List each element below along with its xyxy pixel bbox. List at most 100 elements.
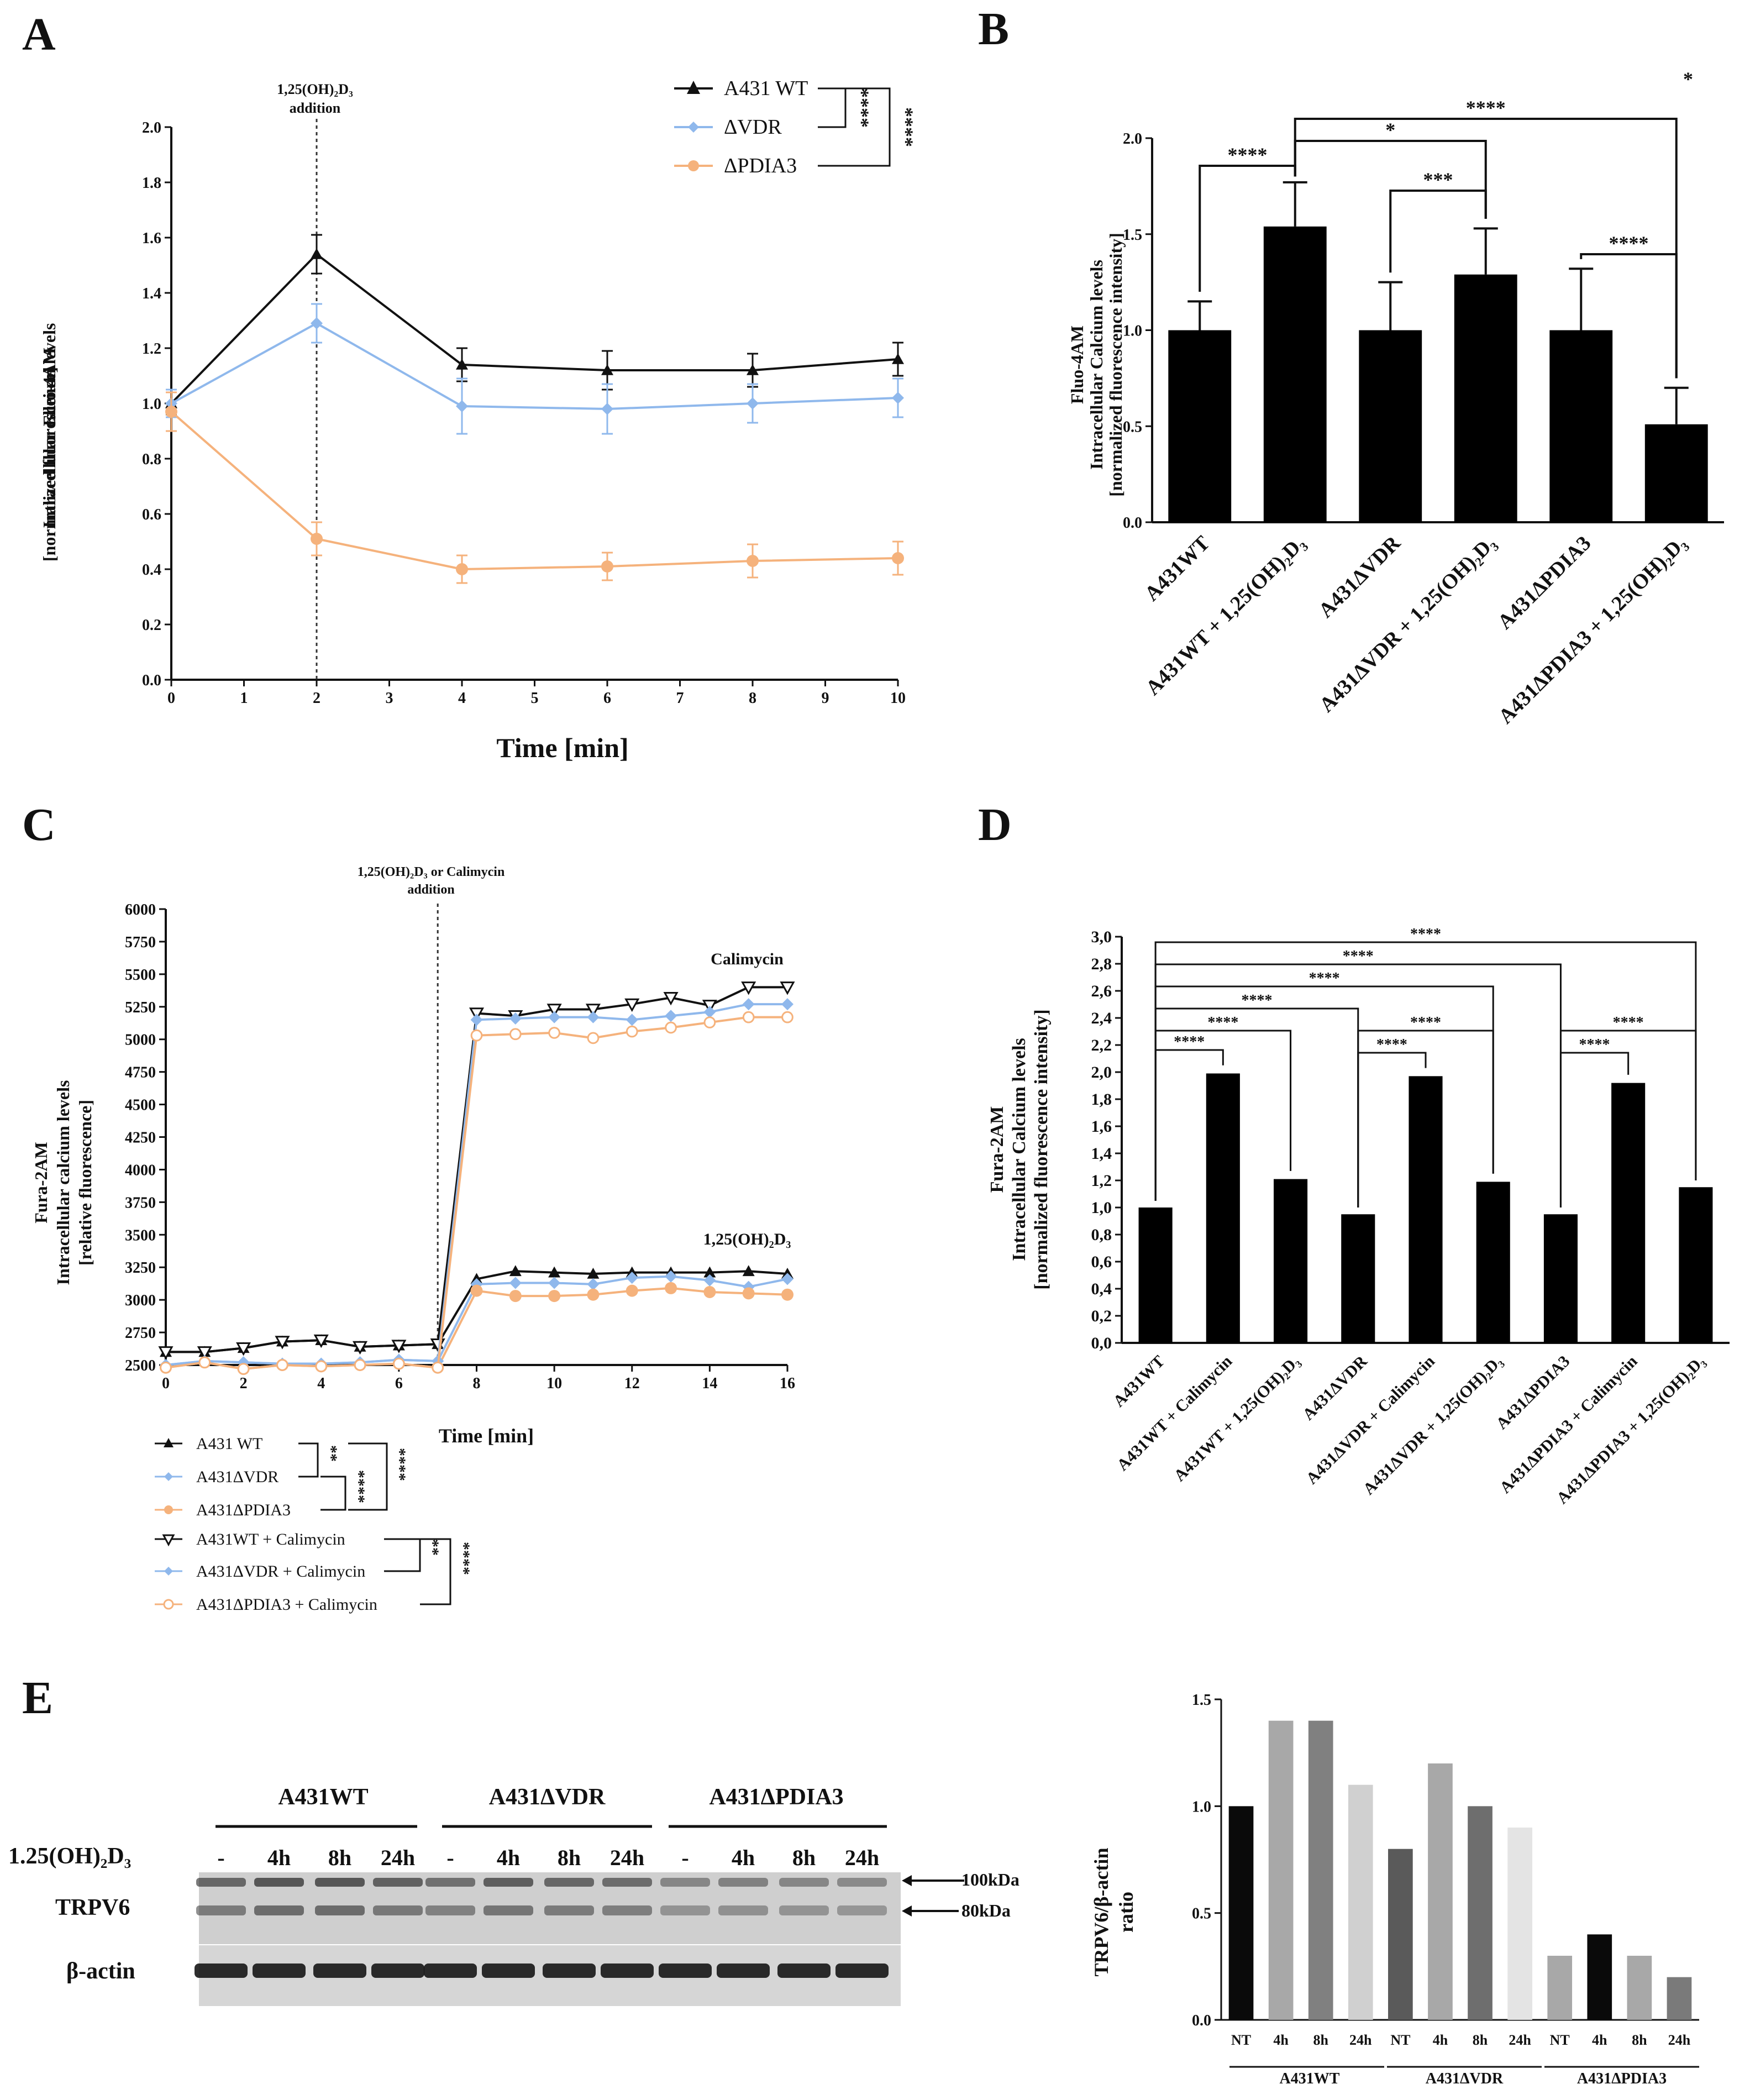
wb-band-80-0 — [196, 1905, 246, 1915]
sig-b-pdia3-label: **** — [1609, 232, 1649, 254]
category-label-e-4: NT — [1390, 2032, 1410, 2048]
data-point-s3-4 — [313, 1334, 329, 1348]
ylabel-b-line3: [normalized fluorescence intensity] — [1106, 233, 1126, 497]
data-point-s5-11 — [587, 1032, 600, 1044]
data-point-s2-11 — [587, 1288, 600, 1301]
data-point-s5-2 — [237, 1363, 250, 1375]
legend-c: A431 WT A431ΔVDR A431ΔPDIA3 A431WT + Cal… — [155, 1435, 473, 1614]
bar-1 — [1206, 1073, 1240, 1343]
category-label-d-5: A431ΔVDR + 1,25(OH)₂D₃ — [1359, 1352, 1506, 1499]
sig-c-2: **** — [350, 1470, 368, 1503]
data-point-s5-12 — [626, 1025, 638, 1038]
sig-d-2-label: **** — [1343, 948, 1374, 965]
data-point-s3-10 — [546, 1004, 562, 1017]
y-tick-label: 2.0 — [142, 119, 161, 136]
wb-actin-band-2 — [313, 1964, 366, 1978]
category-label-e-6: 8h — [1473, 2032, 1488, 2048]
legend-c-marker-wt — [164, 1438, 174, 1447]
sig-c-1: ** — [322, 1445, 340, 1462]
y-tick-label: 0.8 — [142, 451, 161, 468]
e-group-wt: A431WT — [1280, 2070, 1340, 2087]
ylabel-e-line1: TRPV6/β-actin — [1090, 1848, 1112, 1977]
data-point-s5-1 — [198, 1356, 211, 1369]
data-point-s5-5 — [354, 1359, 366, 1371]
data-point-s1-12 — [626, 1272, 638, 1284]
wb-marker-100: 100kDa — [961, 1870, 1019, 1889]
y-tick-label: 2,0 — [1091, 1063, 1112, 1082]
ylabel-b-line2: Intracellular Calcium levels — [1086, 260, 1106, 470]
bar-11 — [1667, 1977, 1692, 2020]
wb-actin-band-4 — [424, 1964, 477, 1978]
sig-d-10-label: **** — [1579, 1036, 1610, 1053]
bar-4 — [1409, 1076, 1443, 1343]
wb-band-100-8 — [660, 1878, 710, 1887]
wb-group-pdia3: A431ΔPDIA3 — [709, 1784, 843, 1810]
sig-c-3: **** — [391, 1448, 409, 1481]
annotation-a-line1: 1,25(OH)₂D₃ — [277, 81, 353, 97]
category-label-e-1: 4h — [1273, 2032, 1289, 2048]
legend-c-item-vdr-cal: A431ΔVDR + Calimycin — [196, 1562, 365, 1581]
wb-band-100-10 — [779, 1878, 829, 1887]
wb-band-100-4 — [425, 1878, 475, 1887]
bar-3 — [1348, 1784, 1373, 2020]
legend-a-marker-pdia3 — [688, 160, 699, 171]
chart-d: 0,0 0,2 0,4 0,6 0,8 1,0 1,2 1,4 1,6 1,8 2,0 2,2 2,4 2… — [987, 926, 1730, 1508]
wb-band-80-9 — [718, 1905, 768, 1915]
x-tick-label: 4 — [317, 1375, 325, 1392]
sig-c-4: ** — [424, 1539, 442, 1556]
sig-d-8-label: **** — [1376, 1036, 1407, 1053]
legend-c-item-wt: A431 WT — [196, 1435, 262, 1453]
y-tick-label: 1,6 — [1091, 1117, 1112, 1136]
sig-c-5: **** — [455, 1542, 473, 1575]
y-tick-label: 3500 — [125, 1227, 156, 1244]
sig-b-top: * — [1683, 68, 1693, 90]
category-label-e-2: 8h — [1313, 2032, 1328, 2048]
data-point-s2-1 — [311, 533, 323, 545]
series-line-0 — [170, 253, 898, 405]
x-tick-label: 10 — [546, 1375, 562, 1392]
data-point-s3-2 — [236, 1342, 251, 1356]
sig-a-2: **** — [895, 107, 917, 147]
y-tick-label: 5500 — [125, 967, 156, 984]
wb-lane-0: - — [217, 1845, 224, 1870]
category-label-b-5: A431ΔPDIA3 + 1,25(OH)₂D₃ — [1494, 532, 1691, 728]
y-tick-label: 2.0 — [1123, 130, 1142, 148]
data-point-s0-5 — [892, 353, 904, 364]
sig-d-5-label: **** — [1207, 1014, 1238, 1031]
wb-lane-9: 4h — [732, 1845, 755, 1870]
bar-9 — [1587, 1934, 1612, 2020]
y-tick-label: 0.4 — [142, 561, 161, 579]
wb-band-100-1 — [254, 1878, 304, 1887]
y-tick-label: 3000 — [125, 1292, 156, 1309]
sig-d-6 — [1154, 1049, 1224, 1201]
data-point-s0-9 — [509, 1265, 522, 1277]
wb-actin-band-6 — [543, 1964, 596, 1978]
x-tick-label: 5 — [531, 690, 539, 707]
wb-lane-6: 8h — [558, 1845, 581, 1870]
y-tick-label: 2,6 — [1091, 982, 1112, 1000]
legend-c-item-pdia3: A431ΔPDIA3 — [196, 1501, 291, 1519]
curve-label-calimycin: Calimycin — [711, 950, 784, 968]
wb-band-100-6 — [544, 1878, 594, 1887]
y-tick-label: 1.8 — [142, 175, 161, 192]
data-point-s0-4 — [747, 364, 759, 375]
y-tick-label: 1,0 — [1091, 1199, 1112, 1217]
x-tick-label: 8 — [473, 1375, 481, 1392]
wb-band-100-2 — [315, 1878, 365, 1887]
sig-b-vdr-label: *** — [1423, 169, 1453, 191]
x-tick-label: 6 — [603, 690, 611, 707]
data-point-s5-3 — [276, 1359, 288, 1371]
x-tick-label: 0 — [162, 1375, 170, 1392]
data-point-s0-3 — [601, 364, 613, 375]
legend-a-item-wt: A431 WT — [724, 77, 808, 100]
wb-band-80-2 — [315, 1905, 365, 1915]
wb-band-80-5 — [484, 1905, 533, 1915]
category-label-e-8: NT — [1550, 2032, 1570, 2048]
sig-d-9-label: **** — [1613, 1014, 1644, 1031]
wb-actin-band-8 — [659, 1964, 712, 1978]
data-point-s4-16 — [781, 998, 793, 1011]
x-tick-label: 2 — [240, 1375, 248, 1392]
data-point-s4-15 — [742, 998, 755, 1011]
legend-c-marker-vdr-cal — [164, 1567, 173, 1576]
wb-lane-11: 24h — [845, 1845, 879, 1870]
